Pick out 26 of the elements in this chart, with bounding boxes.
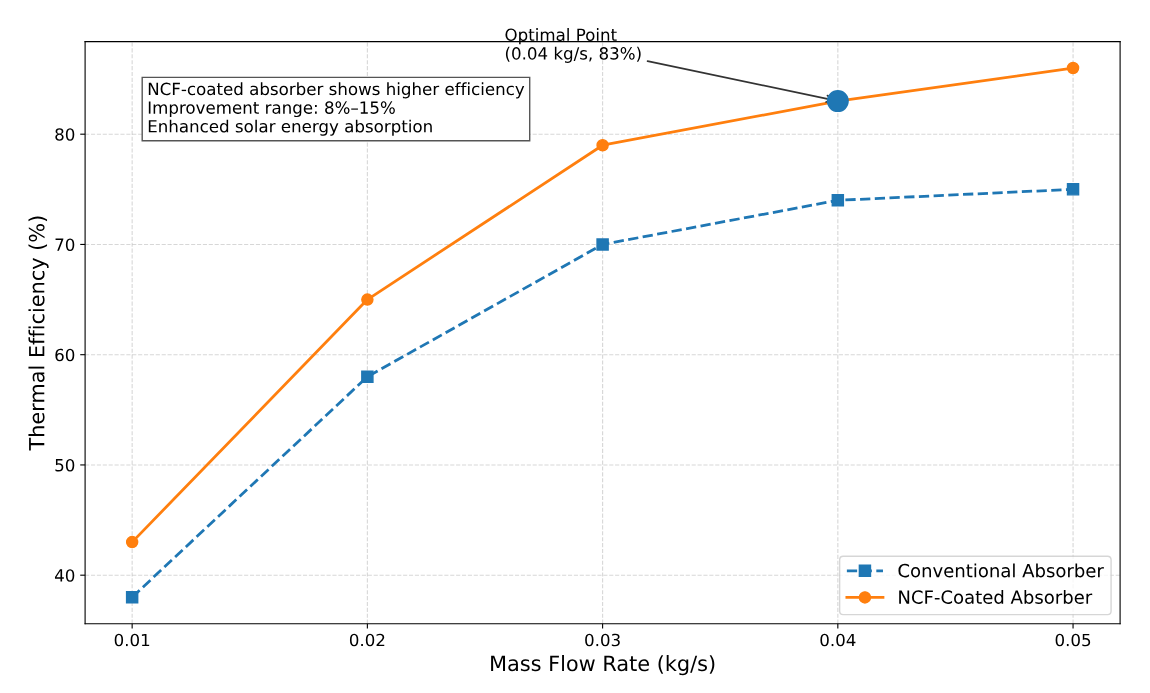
x-tick-label: 0.01 bbox=[114, 633, 150, 647]
point bbox=[361, 370, 374, 383]
point bbox=[1066, 183, 1080, 196]
point bbox=[125, 590, 139, 604]
x-tick-label: 0.05 bbox=[1055, 633, 1091, 647]
y-axis-title: Thermal Efficiency (%) bbox=[28, 216, 49, 451]
annotation: Optimal Point (0.04 kg/s, 83%) bbox=[505, 28, 641, 63]
y-tick-label: 50 bbox=[55, 458, 75, 472]
point bbox=[361, 293, 374, 306]
legend-label: NCF-Coated Absorber bbox=[899, 589, 1093, 604]
point bbox=[826, 90, 849, 113]
point bbox=[125, 535, 139, 549]
point bbox=[596, 238, 609, 251]
x-axis-title: Mass Flow Rate (kg/s) bbox=[491, 655, 715, 676]
x-tick-label: 0.04 bbox=[820, 633, 856, 647]
y-tick-label: 80 bbox=[55, 128, 75, 141]
x-tick-label: 0.02 bbox=[349, 633, 385, 647]
point bbox=[831, 194, 845, 207]
annotation: NCF-coated absorber shows higher efficiency Improvement range: 8%–15% Enhanced solar energy absorption bbox=[148, 82, 525, 136]
point bbox=[596, 138, 609, 152]
y-tick-label: 70 bbox=[55, 238, 75, 252]
y-tick-label: 40 bbox=[54, 569, 75, 582]
x-tick-label: 0.03 bbox=[585, 633, 620, 647]
legend-label: Conventional Absorber bbox=[898, 563, 1104, 578]
point bbox=[1066, 61, 1080, 75]
y-tick-label: 60 bbox=[55, 348, 75, 362]
